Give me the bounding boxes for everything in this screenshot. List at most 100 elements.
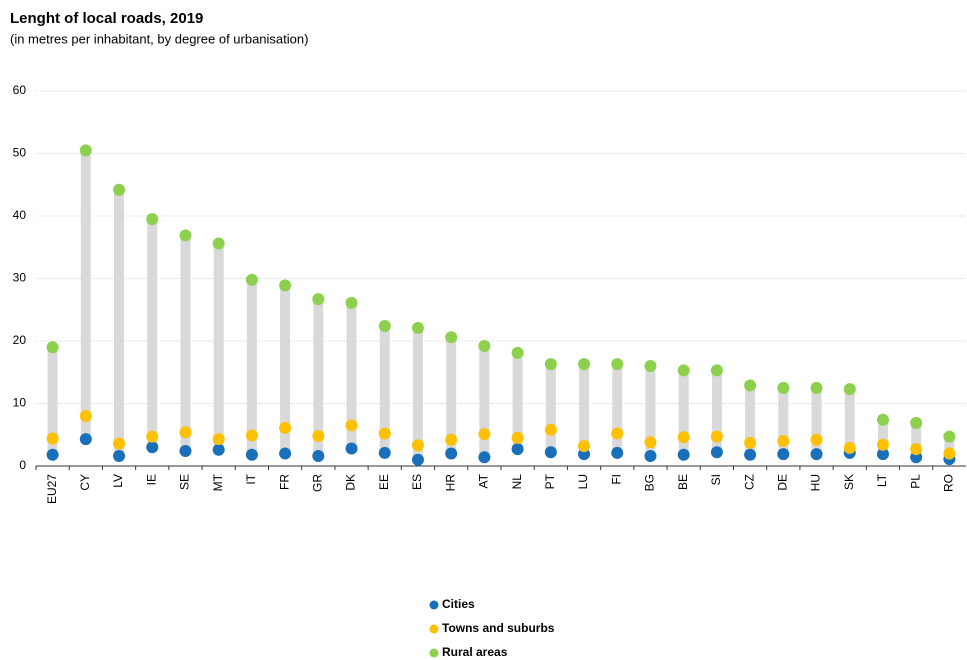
dot	[710, 446, 723, 459]
dot	[478, 428, 491, 441]
dot	[312, 293, 325, 306]
dot	[345, 296, 358, 309]
y-tick-label: 0	[19, 458, 26, 472]
dot	[378, 427, 391, 440]
range-bar	[47, 347, 58, 455]
x-tick-label: HU	[809, 474, 823, 491]
x-tick-label: NL	[510, 474, 524, 490]
dot	[677, 448, 690, 461]
range-bar	[545, 364, 556, 453]
dot	[810, 433, 823, 446]
dot	[212, 443, 225, 456]
dot	[578, 440, 591, 452]
y-tick-label: 50	[13, 146, 27, 160]
legend-label: Rural areas	[442, 645, 508, 659]
x-tick-label: CY	[78, 474, 92, 491]
dot	[578, 358, 591, 371]
dot	[511, 443, 524, 456]
range-bar	[246, 279, 257, 455]
dot	[312, 430, 325, 442]
x-tick-label: IE	[144, 474, 158, 485]
x-tick-label: RO	[942, 474, 956, 492]
dot	[611, 446, 624, 459]
dot	[378, 446, 391, 459]
dot	[79, 410, 92, 422]
x-tick-label: DK	[344, 474, 358, 491]
dot	[910, 443, 923, 456]
dot	[212, 237, 225, 250]
dot	[79, 144, 92, 157]
dot	[876, 413, 889, 426]
range-bar	[512, 352, 523, 450]
y-tick-label: 20	[13, 333, 27, 347]
x-tick-label: LV	[111, 474, 125, 488]
range-bar	[114, 189, 125, 456]
range-bar	[745, 385, 756, 455]
x-tick-label: ES	[410, 474, 424, 490]
dot	[445, 447, 458, 460]
dot	[910, 416, 923, 429]
dot	[46, 448, 59, 461]
dot	[146, 441, 159, 454]
dot	[279, 447, 292, 460]
dot	[744, 436, 757, 449]
dot	[611, 427, 624, 440]
dot	[611, 358, 624, 371]
x-tick-label: SE	[178, 474, 192, 490]
dot	[544, 446, 557, 459]
dot	[677, 431, 690, 444]
dot	[810, 381, 823, 394]
dot	[113, 450, 126, 462]
x-tick-label: SI	[709, 474, 723, 485]
x-tick-label: LU	[576, 474, 590, 489]
range-bar	[346, 302, 357, 449]
dot	[710, 430, 723, 443]
legend-marker	[429, 624, 439, 634]
dot	[411, 321, 424, 334]
dot	[46, 432, 59, 445]
x-tick-label: EE	[377, 474, 391, 490]
range-bar	[446, 337, 457, 454]
dot	[245, 429, 258, 442]
dot	[378, 320, 391, 332]
x-tick-label: FI	[609, 474, 623, 485]
dot	[644, 436, 657, 449]
range-bar	[877, 419, 888, 455]
x-tick-label: HR	[443, 474, 457, 492]
dot	[777, 435, 790, 447]
range-bar	[844, 389, 855, 453]
range-bar	[778, 387, 789, 455]
x-tick-label: MT	[211, 473, 225, 491]
dot	[511, 346, 524, 359]
x-tick-label: LT	[875, 473, 889, 487]
range-bar	[678, 370, 689, 455]
range-bar	[645, 366, 656, 456]
x-tick-label: BE	[676, 474, 690, 490]
dot	[345, 419, 358, 432]
dot	[777, 381, 790, 394]
dot	[179, 426, 192, 439]
range-bar	[911, 422, 922, 458]
legend-marker	[429, 600, 439, 610]
range-bar	[711, 370, 722, 453]
range-bar	[280, 285, 291, 454]
x-tick-label: SK	[842, 474, 856, 490]
range-bar	[313, 299, 324, 456]
dot	[876, 438, 889, 451]
range-bar	[180, 235, 191, 451]
y-tick-label: 40	[13, 208, 27, 222]
dot	[478, 340, 491, 352]
dot	[777, 448, 790, 461]
x-tick-label: PL	[908, 474, 922, 489]
dot	[146, 213, 159, 226]
dot	[46, 341, 59, 354]
legend-marker	[429, 648, 439, 658]
x-tick-label: IT	[244, 473, 258, 484]
dot	[843, 383, 856, 396]
y-tick-label: 10	[13, 396, 27, 410]
range-bar	[479, 346, 490, 458]
x-tick-label: CZ	[742, 474, 756, 490]
range-bar	[412, 327, 423, 460]
dot	[179, 229, 192, 242]
